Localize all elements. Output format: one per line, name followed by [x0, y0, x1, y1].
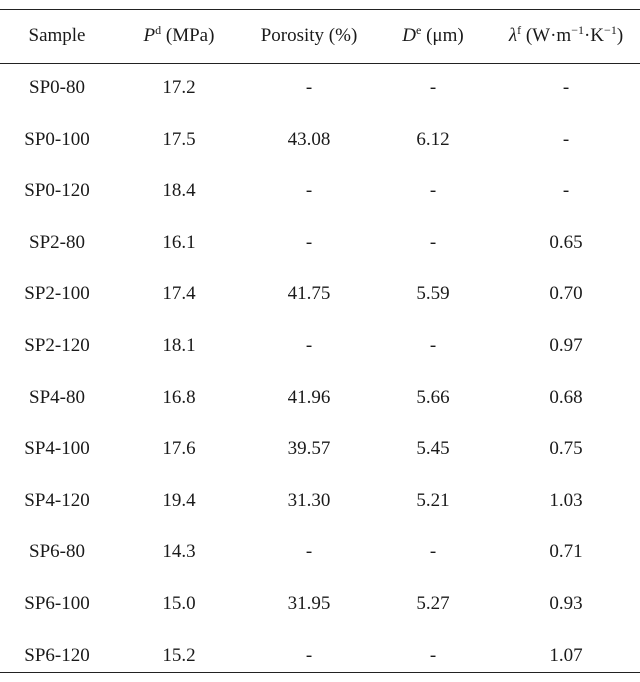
cell-conductivity: 0.68 [549, 386, 583, 408]
cell-conductivity: 1.07 [549, 644, 583, 666]
cell-porosity: 31.95 [287, 593, 331, 614]
cell-pressure: 15.0 [162, 593, 196, 614]
table-row: SP2-120 18.1 - - 0.97 [0, 320, 640, 372]
cell-sample: SP6-80 [29, 541, 85, 563]
cell-diameter: 6.12 [416, 128, 450, 150]
cell-porosity: - [305, 180, 313, 202]
cell-conductivity: 0.65 [549, 231, 583, 253]
cell-porosity: 31.30 [287, 489, 331, 511]
cell-pressure: 16.1 [162, 231, 196, 253]
cell-porosity: - [305, 335, 313, 356]
cell-pressure: 19.4 [162, 489, 196, 511]
cell-pressure: 17.2 [162, 77, 196, 98]
cell-pressure: 17.6 [162, 438, 196, 460]
cell-diameter: 5.66 [416, 386, 450, 408]
table-top-rule [0, 9, 640, 10]
table-row: SP4-80 16.8 41.96 5.66 0.68 [0, 372, 640, 424]
cell-pressure: 18.1 [162, 335, 196, 356]
table-row: SP4-100 17.6 39.57 5.45 0.75 [0, 423, 640, 475]
cell-sample: SP0-100 [24, 128, 90, 150]
cell-sample: SP6-100 [24, 593, 90, 614]
header-conductivity: λf (W·m−1·K−1) [508, 23, 624, 46]
cell-conductivity: - [562, 180, 570, 202]
table-header-rule [0, 63, 640, 64]
table-row: SP2-80 16.1 - - 0.65 [0, 217, 640, 269]
cell-sample: SP2-100 [24, 283, 90, 305]
cell-sample: SP4-120 [24, 489, 90, 511]
header-sample: Sample [28, 25, 86, 46]
cell-diameter: - [429, 180, 437, 202]
cell-sample: SP6-120 [24, 644, 90, 666]
cell-porosity: - [305, 644, 313, 666]
table-row: SP0-100 17.5 43.08 6.12 - [0, 114, 640, 166]
cell-pressure: 14.3 [162, 541, 196, 563]
cell-conductivity: - [562, 128, 570, 150]
cell-porosity: - [305, 541, 313, 563]
cell-conductivity: 0.70 [549, 283, 583, 305]
table-row: SP6-120 15.2 - - 1.07 [0, 630, 640, 682]
cell-sample: SP4-80 [29, 386, 85, 408]
cell-diameter: 5.59 [416, 283, 450, 305]
cell-conductivity: 1.03 [549, 489, 583, 511]
cell-diameter: 5.21 [416, 489, 450, 511]
cell-diameter: 5.27 [416, 593, 450, 614]
table-row: SP6-80 14.3 - - 0.71 [0, 526, 640, 578]
header-diameter: De (μm) [402, 23, 464, 46]
cell-sample: SP4-100 [24, 438, 90, 460]
cell-conductivity: - [562, 77, 570, 98]
cell-conductivity: 0.71 [549, 541, 583, 563]
cell-diameter: 5.45 [416, 438, 450, 460]
cell-conductivity: 0.75 [549, 438, 583, 460]
cell-porosity: - [305, 77, 313, 98]
cell-diameter: - [429, 77, 437, 98]
table-row: SP0-80 17.2 - - - [0, 62, 640, 114]
cell-pressure: 18.4 [162, 180, 196, 202]
cell-sample: SP0-80 [29, 77, 85, 98]
cell-porosity: 41.96 [287, 386, 331, 408]
cell-pressure: 16.8 [162, 386, 196, 408]
cell-porosity: 41.75 [287, 283, 331, 305]
table-row: SP4-120 19.4 31.30 5.21 1.03 [0, 475, 640, 527]
cell-pressure: 17.5 [162, 128, 196, 150]
cell-diameter: - [429, 644, 437, 666]
cell-porosity: - [305, 231, 313, 253]
cell-porosity: 39.57 [287, 438, 331, 460]
cell-sample: SP2-120 [24, 335, 90, 356]
header-pressure: Pd (MPa) [143, 23, 215, 46]
cell-sample: SP2-80 [29, 231, 85, 253]
cell-sample: SP0-120 [24, 180, 90, 202]
cell-porosity: 43.08 [287, 128, 331, 150]
cell-diameter: - [429, 541, 437, 563]
cell-conductivity: 0.93 [549, 593, 583, 614]
header-porosity: Porosity (%) [260, 25, 358, 46]
cell-diameter: - [429, 335, 437, 356]
table-row: SP0-120 18.4 - - - [0, 165, 640, 217]
table-row: SP2-100 17.4 41.75 5.59 0.70 [0, 268, 640, 320]
cell-conductivity: 0.97 [549, 335, 583, 356]
cell-pressure: 15.2 [162, 644, 196, 666]
table-row: SP6-100 15.0 31.95 5.27 0.93 [0, 578, 640, 630]
cell-pressure: 17.4 [162, 283, 196, 305]
table-bottom-rule [0, 672, 640, 673]
cell-diameter: - [429, 231, 437, 253]
table-header-row: Sample Pd (MPa) Porosity (%) De (μm) λf … [0, 10, 640, 62]
